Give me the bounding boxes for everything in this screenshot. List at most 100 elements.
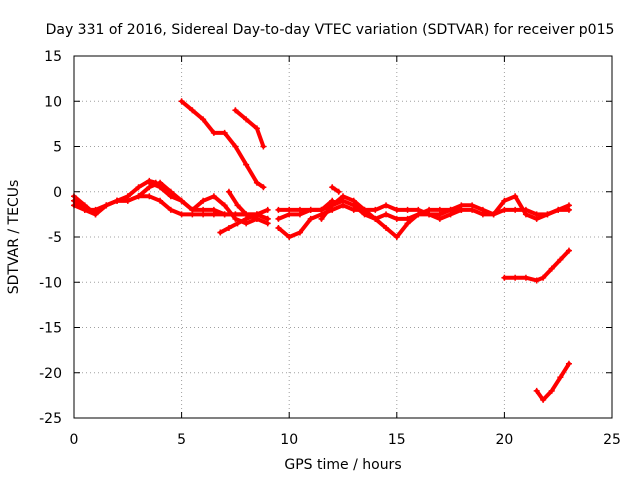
- data-point: [135, 184, 142, 191]
- data-point: [232, 215, 239, 222]
- data-point: [548, 265, 555, 272]
- y-tick-label: -5: [48, 230, 62, 246]
- y-ticks: -25 -20 -15 -10 -5 0 5 10 15: [39, 49, 612, 427]
- data-point: [232, 143, 239, 150]
- y-tick-label: 10: [44, 94, 62, 110]
- data-point: [426, 211, 433, 218]
- x-axis-label: GPS time / hours: [284, 457, 401, 473]
- data-point: [264, 206, 271, 213]
- data-point: [393, 215, 400, 222]
- data-point: [167, 193, 174, 200]
- data-point: [512, 274, 519, 281]
- data-point: [210, 193, 217, 200]
- data-point: [253, 179, 260, 186]
- data-point: [458, 206, 465, 213]
- data-point: [225, 224, 232, 231]
- data-point: [307, 206, 314, 213]
- data-point: [540, 396, 547, 403]
- data-point: [296, 229, 303, 236]
- data-point: [318, 206, 325, 213]
- data-point: [533, 215, 540, 222]
- data-point: [243, 116, 250, 123]
- data-point: [81, 202, 88, 209]
- data-point: [225, 188, 232, 195]
- data-point: [232, 107, 239, 114]
- data-point: [490, 211, 497, 218]
- data-point: [221, 202, 228, 209]
- data-point: [275, 215, 282, 222]
- data-point: [135, 193, 142, 200]
- data-point: [548, 387, 555, 394]
- plot-frame: [73, 55, 613, 419]
- data-point: [167, 206, 174, 213]
- data-point: [307, 215, 314, 222]
- y-tick-label: 15: [44, 49, 62, 65]
- x-tick-label: 25: [603, 432, 621, 448]
- data-point: [286, 234, 293, 240]
- data-point: [243, 161, 250, 168]
- data-point: [103, 202, 110, 209]
- data-point: [469, 202, 476, 209]
- data-point: [146, 179, 153, 186]
- data-point: [286, 211, 293, 218]
- data-point: [243, 211, 250, 218]
- data-point: [221, 211, 228, 218]
- series-line-track-14: [502, 248, 571, 283]
- data-marks: [71, 98, 572, 403]
- x-tick-label: 20: [495, 432, 513, 448]
- y-tick-label: -15: [39, 321, 62, 337]
- data-point: [340, 197, 346, 204]
- data-point: [157, 184, 164, 191]
- data-point: [436, 215, 443, 222]
- data-point: [522, 211, 529, 218]
- data-point: [329, 202, 336, 209]
- data-point: [253, 215, 260, 222]
- data-point: [565, 360, 572, 367]
- data-point: [533, 387, 540, 394]
- data-point: [404, 215, 411, 222]
- data-point: [501, 274, 508, 281]
- series-line-track-4: [147, 180, 270, 226]
- x-ticks: 0 5 10 15 20 25: [70, 56, 621, 448]
- data-point: [393, 206, 400, 213]
- data-point: [296, 211, 303, 218]
- y-tick-label: -20: [39, 366, 62, 382]
- data-point: [329, 184, 336, 191]
- grid: [74, 56, 612, 418]
- data-point: [415, 211, 422, 218]
- data-point: [221, 129, 228, 136]
- data-point: [522, 274, 529, 281]
- data-point: [234, 202, 241, 209]
- series-line-track-2: [72, 180, 270, 221]
- data-point: [533, 277, 540, 284]
- x-tick-label: 15: [388, 432, 406, 448]
- data-point: [200, 206, 207, 213]
- data-point: [447, 211, 454, 218]
- data-point: [178, 98, 185, 105]
- y-axis-label: SDTVAR / TECUs: [6, 180, 22, 295]
- x-tick-label: 0: [70, 432, 79, 448]
- data-point: [210, 206, 217, 213]
- data-point: [383, 202, 390, 209]
- series-line-track-6: [233, 108, 266, 149]
- data-point: [404, 206, 411, 213]
- data-point: [361, 211, 368, 218]
- data-point: [372, 215, 379, 222]
- data-point: [557, 256, 564, 263]
- data-point: [264, 220, 271, 227]
- data-point: [260, 184, 267, 191]
- data-point: [350, 202, 357, 209]
- data-point: [318, 215, 325, 222]
- data-point: [275, 206, 282, 213]
- data-point: [501, 197, 508, 204]
- data-point: [383, 211, 390, 218]
- series-line-track-5: [179, 99, 266, 190]
- series-line-track-8: [226, 189, 259, 221]
- data-point: [189, 206, 196, 213]
- chart-title: Day 331 of 2016, Sidereal Day-to-day VTE…: [46, 22, 615, 38]
- data-point: [157, 197, 164, 204]
- data-point: [124, 193, 131, 200]
- data-point: [178, 211, 185, 218]
- data-point: [372, 206, 379, 213]
